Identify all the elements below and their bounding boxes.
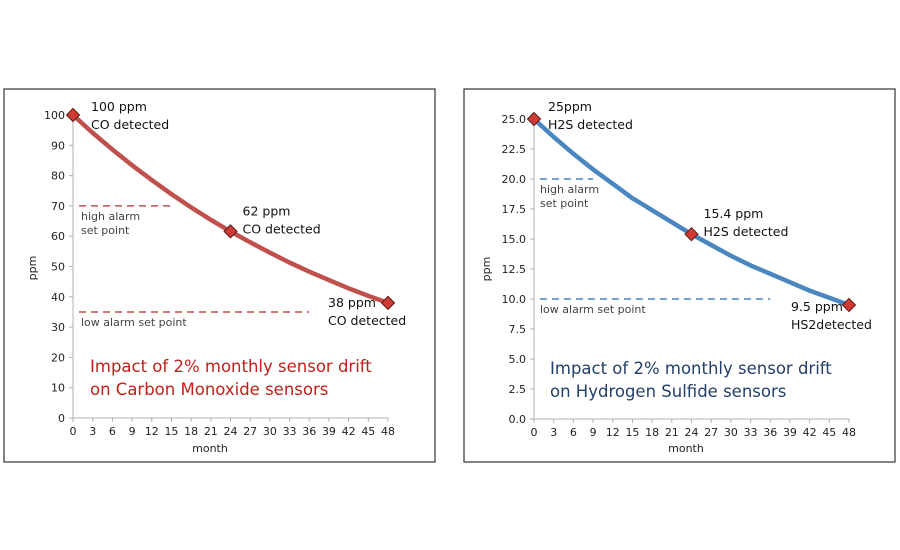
h2s-data-point-label: 25ppm: [548, 99, 592, 114]
co-y-axis-label: ppm: [26, 256, 39, 281]
h2s-x-tick-label: 42: [803, 426, 817, 439]
h2s-data-point-marker: [684, 226, 699, 242]
h2s-x-tick-label: 18: [645, 426, 659, 439]
co-x-tick-label: 48: [381, 425, 395, 438]
co-y-tick-label: 100: [44, 109, 65, 122]
co-x-tick-label: 12: [145, 425, 159, 438]
co-data-point-label: CO detected: [328, 313, 406, 328]
co-x-tick-label: 21: [204, 425, 218, 438]
h2s-low-alarm-label: low alarm set point: [540, 303, 646, 316]
co-data-point-marker: [380, 295, 396, 311]
h2s-y-tick-label: 17.5: [502, 203, 527, 216]
co-data-point-label: 38 ppm: [328, 295, 376, 310]
h2s-data-point-label: 9.5 ppm: [791, 299, 843, 314]
co-y-tick-label: 90: [51, 139, 65, 152]
co-chart-title-line2: on Carbon Monoxide sensors: [90, 380, 328, 399]
h2s-x-tick-label: 45: [822, 426, 836, 439]
h2s-x-tick-label: 12: [606, 426, 620, 439]
co-y-tick-label: 40: [51, 291, 65, 304]
co-data-point-label: 100 ppm: [91, 99, 147, 114]
h2s-data-point-marker: [841, 297, 857, 313]
h2s-y-tick-label: 15.0: [502, 233, 527, 246]
h2s-y-tick-label: 7.5: [509, 323, 527, 336]
co-data-point-marker: [223, 224, 238, 239]
co-y-tick-label: 20: [51, 351, 65, 364]
co-y-tick-label: 50: [51, 261, 65, 274]
h2s-x-tick-label: 33: [744, 426, 758, 439]
co-data-point-marker: [65, 107, 81, 123]
h2s-x-tick-label: 36: [763, 426, 777, 439]
co-high-alarm-label: set point: [81, 224, 130, 237]
co-x-tick-label: 15: [164, 425, 178, 438]
h2s-chart-frame: [463, 88, 896, 463]
h2s-y-tick-label: 12.5: [502, 263, 527, 276]
h2s-data-point-label: HS2detected: [791, 317, 872, 332]
co-y-tick-label: 0: [58, 412, 65, 425]
co-high-alarm-label: high alarm: [81, 210, 140, 223]
co-x-tick-label: 33: [283, 425, 297, 438]
co-x-tick-label: 27: [243, 425, 257, 438]
h2s-x-tick-label: 6: [570, 426, 577, 439]
h2s-y-tick-label: 5.0: [509, 353, 527, 366]
co-x-tick-label: 42: [342, 425, 356, 438]
h2s-x-axis-label: month: [668, 442, 704, 455]
h2s-y-tick-label: 10.0: [502, 293, 527, 306]
h2s-y-axis-label: ppm: [480, 257, 493, 282]
co-y-tick-label: 70: [51, 200, 65, 213]
h2s-x-tick-label: 24: [685, 426, 699, 439]
co-x-tick-label: 24: [224, 425, 238, 438]
co-x-tick-label: 30: [263, 425, 277, 438]
co-data-point-label: CO detected: [243, 221, 321, 236]
h2s-x-tick-label: 21: [665, 426, 679, 439]
co-chart-title-line1: Impact of 2% monthly sensor drift: [90, 357, 372, 376]
co-x-tick-label: 6: [109, 425, 116, 438]
h2s-data-point-marker: [526, 111, 542, 127]
co-y-tick-label: 30: [51, 321, 65, 334]
co-x-tick-label: 39: [322, 425, 336, 438]
co-x-tick-label: 18: [184, 425, 198, 438]
h2s-y-tick-label: 2.5: [509, 383, 527, 396]
h2s-x-tick-label: 27: [704, 426, 718, 439]
h2s-high-alarm-label: set point: [540, 197, 589, 210]
h2s-y-tick-label: 25.0: [502, 113, 527, 126]
h2s-x-tick-label: 15: [625, 426, 639, 439]
h2s-x-tick-label: 3: [550, 426, 557, 439]
h2s-x-tick-label: 30: [724, 426, 738, 439]
co-data-point-label: 62 ppm: [243, 203, 291, 218]
co-y-tick-label: 60: [51, 230, 65, 243]
h2s-data-point-label: H2S detected: [548, 117, 633, 132]
co-y-tick-label: 10: [51, 382, 65, 395]
h2s-x-tick-label: 0: [531, 426, 538, 439]
h2s-data-point-label: H2S detected: [704, 224, 789, 239]
co-x-axis-label: month: [192, 442, 228, 455]
co-x-tick-label: 0: [70, 425, 77, 438]
h2s-drift-chart: 0.0 2.5 5.0 7.5 10.0 12.5 15.0 17.5 20.0 22.5 25.0…: [463, 88, 896, 463]
co-data-point-label: CO detected: [91, 117, 169, 132]
h2s-x-tick-label: 9: [590, 426, 597, 439]
h2s-y-tick-label: 20.0: [502, 173, 527, 186]
co-x-tick-label: 36: [302, 425, 316, 438]
h2s-high-alarm-label: high alarm: [540, 183, 599, 196]
co-x-tick-label: 45: [361, 425, 375, 438]
h2s-x-tick-label: 48: [842, 426, 856, 439]
co-low-alarm-label: low alarm set point: [81, 316, 187, 329]
h2s-data-point-label: 15.4 ppm: [704, 206, 764, 221]
h2s-x-tick-label: 39: [783, 426, 797, 439]
h2s-chart-title-line2: on Hydrogen Sulfide sensors: [550, 382, 786, 401]
h2s-chart-title-line1: Impact of 2% monthly sensor drift: [550, 359, 832, 378]
co-chart-frame: [3, 88, 436, 463]
co-x-tick-label: 9: [129, 425, 136, 438]
h2s-y-tick-label: 22.5: [502, 143, 527, 156]
co-y-tick-label: 80: [51, 170, 65, 183]
co-x-tick-label: 3: [89, 425, 96, 438]
h2s-y-tick-label: 0.0: [509, 413, 527, 426]
